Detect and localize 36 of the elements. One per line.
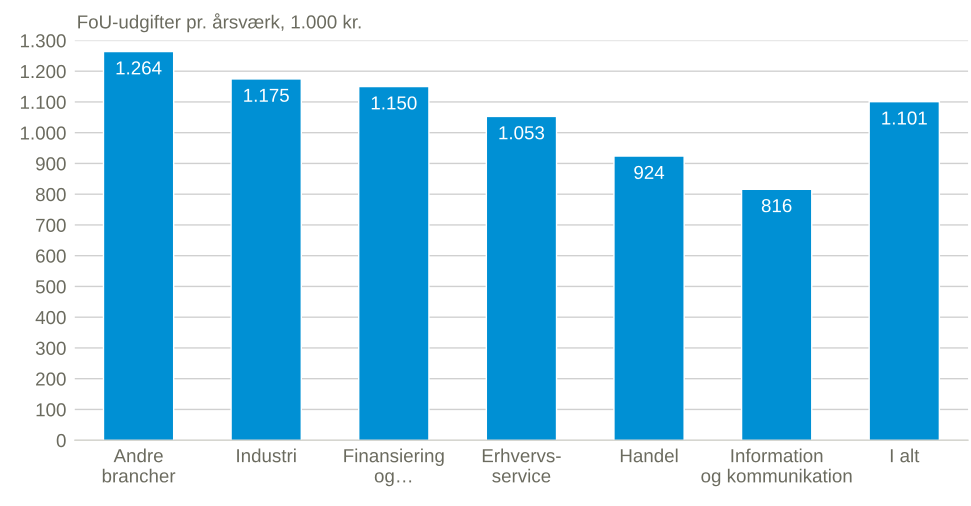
y-tick-label: 400 [36,310,66,324]
x-tick-label: Erhvervs- service [482,448,561,483]
y-axis-title: FoU-udgifter pr. årsværk, 1.000 kr. [78,13,361,32]
bar [102,50,174,440]
data-label: 1.053 [499,126,544,140]
bar [868,100,940,440]
x-tick-label: Finansiering og… [344,448,444,486]
x-tick-label: Andre brancher [102,448,176,483]
y-tick-label: 700 [36,218,66,232]
y-tick-label: 1.100 [20,96,66,109]
y-tick-label: 900 [36,157,66,170]
bar [230,78,302,440]
x-tick-label: Handel [620,448,678,462]
y-tick-label: 1.000 [20,126,66,140]
y-tick-label: 100 [36,403,66,416]
y-tick-label: 600 [36,249,66,263]
x-tick-label: Information og kommunikation [701,448,852,486]
bar [613,155,685,440]
bar [486,116,558,440]
bar [358,86,430,440]
data-label: 924 [634,166,664,180]
data-label: 1.264 [116,61,162,75]
y-tick-label: 500 [36,280,66,294]
data-label: 1.175 [244,88,289,102]
x-tick-label: Industri [237,448,296,462]
data-label: 1.150 [372,96,417,110]
y-tick-label: 0 [56,434,66,448]
y-tick-label: 800 [36,188,66,202]
bar [740,188,812,440]
x-tick-label: I alt [890,448,920,462]
y-tick-label: 1.200 [20,64,66,78]
data-label: 1.101 [882,111,927,125]
y-tick-label: 200 [36,372,66,386]
y-tick-label: 300 [36,342,66,355]
data-label: 816 [762,199,792,212]
y-tick-label: 1.300 [20,34,66,48]
